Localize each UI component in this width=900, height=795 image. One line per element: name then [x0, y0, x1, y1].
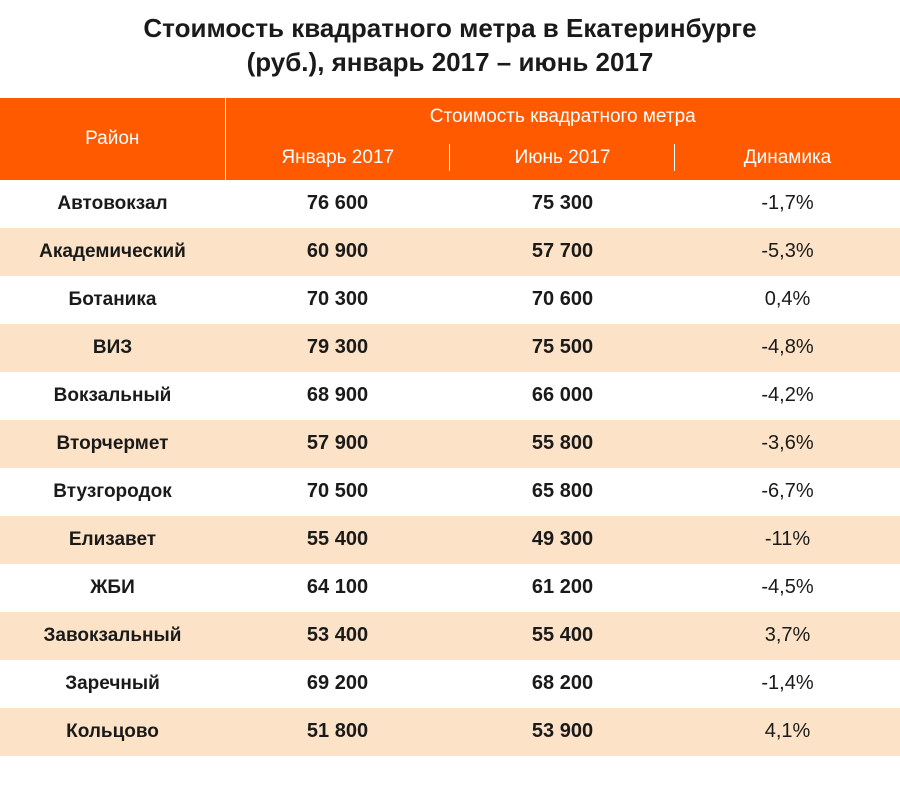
page-container: Стоимость квадратного метра в Екатеринбу…	[0, 0, 900, 756]
table-row: Вокзальный68 90066 000-4,2%	[0, 372, 900, 420]
cell-jan: 51 800	[225, 708, 450, 756]
cell-district: ВИЗ	[0, 324, 225, 372]
table-row: Завокзальный53 40055 4003,7%	[0, 612, 900, 660]
cell-jan: 64 100	[225, 564, 450, 612]
cell-jun: 57 700	[450, 228, 675, 276]
table-row: Втузгородок70 50065 800-6,7%	[0, 468, 900, 516]
cell-dyn: -1,4%	[675, 660, 900, 708]
cell-jun: 75 300	[450, 180, 675, 228]
table-body: Автовокзал76 60075 300-1,7%Академический…	[0, 180, 900, 756]
cell-dyn: 4,1%	[675, 708, 900, 756]
cell-dyn: -4,2%	[675, 372, 900, 420]
cell-jun: 68 200	[450, 660, 675, 708]
cell-dyn: -11%	[675, 516, 900, 564]
cell-district: Ботаника	[0, 276, 225, 324]
table-row: Вторчермет57 90055 800-3,6%	[0, 420, 900, 468]
cell-district: Вторчермет	[0, 420, 225, 468]
header-col-jun: Июнь 2017	[450, 136, 675, 180]
cell-jan: 53 400	[225, 612, 450, 660]
table-row: ВИЗ79 30075 500-4,8%	[0, 324, 900, 372]
cell-jun: 65 800	[450, 468, 675, 516]
table-row: ЖБИ64 10061 200-4,5%	[0, 564, 900, 612]
cell-dyn: -4,8%	[675, 324, 900, 372]
table-row: Ботаника70 30070 6000,4%	[0, 276, 900, 324]
cell-jun: 66 000	[450, 372, 675, 420]
cell-district: Автовокзал	[0, 180, 225, 228]
header-row-1: Район Стоимость квадратного метра	[0, 98, 900, 136]
cell-jan: 70 300	[225, 276, 450, 324]
table-row: Елизавет55 40049 300-11%	[0, 516, 900, 564]
cell-district: Академический	[0, 228, 225, 276]
cell-district: Втузгородок	[0, 468, 225, 516]
cell-jan: 76 600	[225, 180, 450, 228]
cell-district: Завокзальный	[0, 612, 225, 660]
cell-jan: 69 200	[225, 660, 450, 708]
cell-jun: 55 800	[450, 420, 675, 468]
cell-district: ЖБИ	[0, 564, 225, 612]
cell-jan: 57 900	[225, 420, 450, 468]
cell-district: Елизавет	[0, 516, 225, 564]
cell-jun: 75 500	[450, 324, 675, 372]
title-line-2: (руб.), январь 2017 – июнь 2017	[0, 46, 900, 80]
cell-jun: 70 600	[450, 276, 675, 324]
cell-jun: 61 200	[450, 564, 675, 612]
header-col-dyn: Динамика	[675, 136, 900, 180]
cell-dyn: -6,7%	[675, 468, 900, 516]
table-row: Заречный69 20068 200-1,4%	[0, 660, 900, 708]
cell-dyn: 3,7%	[675, 612, 900, 660]
cell-dyn: -3,6%	[675, 420, 900, 468]
page-title: Стоимость квадратного метра в Екатеринбу…	[0, 0, 900, 98]
table-row: Автовокзал76 60075 300-1,7%	[0, 180, 900, 228]
price-table: Район Стоимость квадратного метра Январь…	[0, 98, 900, 756]
cell-jun: 53 900	[450, 708, 675, 756]
cell-district: Кольцово	[0, 708, 225, 756]
cell-jan: 70 500	[225, 468, 450, 516]
cell-jun: 55 400	[450, 612, 675, 660]
cell-district: Заречный	[0, 660, 225, 708]
header-col-jan: Январь 2017	[225, 136, 450, 180]
cell-dyn: -1,7%	[675, 180, 900, 228]
cell-jan: 60 900	[225, 228, 450, 276]
header-group: Стоимость квадратного метра	[225, 98, 900, 136]
cell-dyn: -5,3%	[675, 228, 900, 276]
table-row: Академический60 90057 700-5,3%	[0, 228, 900, 276]
cell-jan: 68 900	[225, 372, 450, 420]
cell-jan: 55 400	[225, 516, 450, 564]
cell-dyn: -4,5%	[675, 564, 900, 612]
cell-jan: 79 300	[225, 324, 450, 372]
header-district: Район	[0, 98, 225, 180]
cell-dyn: 0,4%	[675, 276, 900, 324]
title-line-1: Стоимость квадратного метра в Екатеринбу…	[0, 12, 900, 46]
cell-district: Вокзальный	[0, 372, 225, 420]
table-row: Кольцово51 80053 9004,1%	[0, 708, 900, 756]
table-header: Район Стоимость квадратного метра Январь…	[0, 98, 900, 180]
cell-jun: 49 300	[450, 516, 675, 564]
